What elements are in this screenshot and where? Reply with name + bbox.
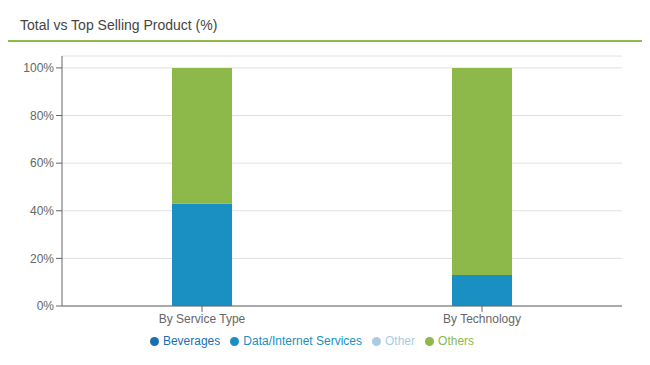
html-text:Data/Internet Services: Data/Internet Services <box>243 334 362 348</box>
svg-text:0%: 0% <box>37 299 55 313</box>
svg-text:100%: 100% <box>23 61 54 75</box>
svg-text:By Technology: By Technology <box>443 312 521 326</box>
html-text:Others: Others <box>438 334 475 348</box>
html-text:Beverages: Beverages <box>162 334 221 348</box>
html-text:Total vs Top Selling Product (: Total vs Top Selling Product (%) <box>20 17 218 33</box>
svg-text:20%: 20% <box>30 252 54 266</box>
svg-text:60%: 60% <box>30 156 54 170</box>
svg-text:By Service Type: By Service Type <box>159 312 246 326</box>
svg-text:40%: 40% <box>30 204 54 218</box>
svg-text:80%: 80% <box>30 109 54 123</box>
html-text:Other: Other <box>385 334 415 348</box>
